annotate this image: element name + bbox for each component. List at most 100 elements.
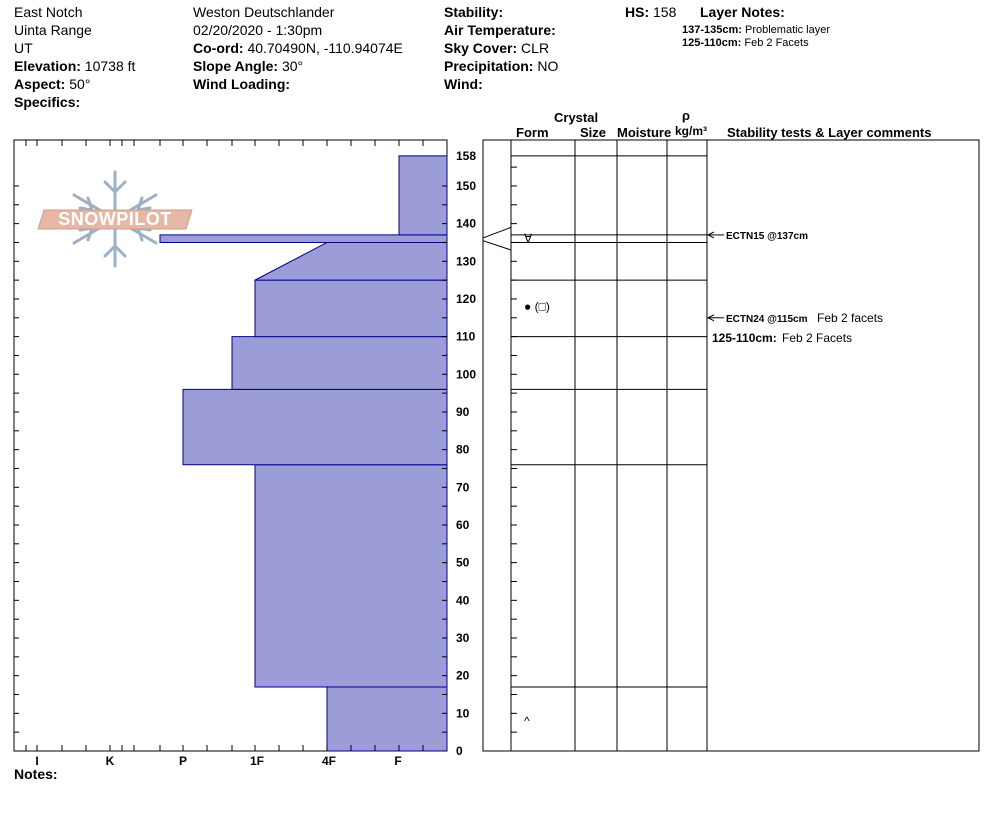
stability-test-result: ECTN15 @137cm [726,231,808,242]
sky-value: CLR [521,40,550,56]
table-height-ticks [511,166,517,752]
stability-test-comment: Feb 2 facets [817,311,883,325]
sky-label: Sky Cover: [444,40,518,56]
hardness-layer [326,686,448,752]
coord-value: 40.70490N, -110.94074E [247,40,403,56]
hardness-scale-label: 4F [322,754,336,768]
height-tick-label: 158 [456,149,476,163]
elevation-label: Elevation: [14,58,81,74]
rho-header: ρ [682,108,691,123]
layer-comment-text: Feb 2 Facets [782,331,852,345]
height-tick-label: 10 [456,706,470,720]
slope-value: 30° [281,58,304,74]
layer-note-range: 125-110cm: [682,37,742,49]
hs-value: 158 [653,4,677,20]
height-tick-label: 60 [456,518,470,532]
layer-note-range: 137-135cm: [682,24,742,36]
moisture-header: Moisture [617,125,672,140]
grain-form-symbol: ^ [524,714,530,728]
sky-field: Sky Cover: CLR [444,40,549,56]
height-tick-label: 0 [456,744,463,758]
layer-connector-line [482,240,512,251]
hardness-layer [254,464,448,688]
precip-field: Precipitation: NO [444,58,558,74]
hardness-layer [398,155,448,236]
crystal-table [482,139,980,752]
height-tick-label: 100 [456,367,476,381]
stability-test-result: ECTN24 @115cm [726,314,808,325]
height-tick-label: 40 [456,593,470,607]
location-name: East Notch [14,4,83,20]
height-axis: 0 10 20 30 40 50 60 70 80 90 100 110 120 130 140 150 158 [456,149,476,758]
layer-connector-line [482,226,512,239]
density-unit-header: kg/m³ [675,124,708,138]
logo-wordmark: SNOWPILOT [58,209,172,229]
hardness-axis: I K P 1F 4F F [13,140,447,768]
hardness-scale-label: 1F [250,754,264,768]
hardness-scale-label: I [35,754,38,768]
height-tick-label: 150 [456,179,476,193]
crystal-table-frame [482,139,980,752]
precip-value: NO [537,58,559,74]
height-tick-label: 80 [456,443,470,457]
hs-label: HS: [625,4,650,20]
layer-boundaries [482,155,707,688]
slope-field: Slope Angle: 30° [193,58,303,74]
hardness-layers [159,155,448,752]
state-name: UT [14,40,33,56]
hardness-layer [182,388,448,466]
height-tick-label: 110 [456,330,476,344]
height-tick-label: 20 [456,669,470,683]
elevation-field: Elevation: 10738 ft [14,58,135,74]
grain-form-symbol: ∀ [524,232,533,246]
layer-note: 125-110cm: Feb 2 Facets [682,37,809,50]
specifics-label: Specifics: [14,94,81,110]
stability-test-arrowhead [706,314,715,322]
logo-banner [37,209,193,230]
stability-label: Stability: [444,4,504,20]
grain-forms: ∀ ● (□) ^ [524,232,550,728]
crystal-header: Crystal [554,110,599,125]
range-name: Uinta Range [14,22,92,38]
height-tick-label: 90 [456,405,470,419]
wind-loading-label: Wind Loading: [193,76,291,92]
height-tick-label: 30 [456,631,470,645]
wind-label: Wind: [444,76,483,92]
aspect-label: Aspect: [14,76,66,92]
hardness-layer [254,241,448,281]
height-tick-label: 120 [456,292,476,306]
hardness-scale-label: K [106,754,115,768]
layer-note-text: Feb 2 Facets [744,37,809,49]
notes-label: Notes: [14,766,58,782]
elevation-value: 10738 ft [84,58,136,74]
aspect-field: Aspect: 50° [14,76,90,92]
hardness-scale-label: F [394,754,401,768]
hardness-scale-label: P [179,754,187,768]
air-temp-label: Air Temperature: [444,22,556,38]
height-tick-label: 130 [456,254,476,268]
stability-test-arrowhead [706,231,715,239]
form-header: Form [516,125,549,140]
height-tick-label: 50 [456,556,470,570]
precip-label: Precipitation: [444,58,534,74]
size-header: Size [580,125,607,140]
observation-datetime: 02/20/2020 - 1:30pm [193,22,323,38]
stability-tests: ECTN15 @137cm ECTN24 @115cm Feb 2 facets 12… [706,231,883,345]
slope-label: Slope Angle: [193,58,279,74]
hs-field: HS: 158 [625,4,676,20]
hardness-layer [254,279,448,338]
hardness-layer [159,234,448,243]
layer-notes-label: Layer Notes: [700,4,785,20]
grain-form-symbol: ● (□) [524,299,550,313]
layer-comment-range: 125-110cm: [712,331,777,345]
observer-name: Weston Deutschlander [193,4,335,20]
coord-field: Co-ord: 40.70490N, -110.94074E [193,40,403,56]
coord-label: Co-ord: [193,40,244,56]
height-tick-label: 70 [456,480,470,494]
layer-note: 137-135cm: Problematic layer [682,24,830,37]
aspect-value: 50° [69,76,91,92]
comments-header: Stability tests & Layer comments [727,125,932,140]
snowpilot-logo: SNOWPILOT [37,170,193,268]
layer-note-text: Problematic layer [745,24,830,36]
